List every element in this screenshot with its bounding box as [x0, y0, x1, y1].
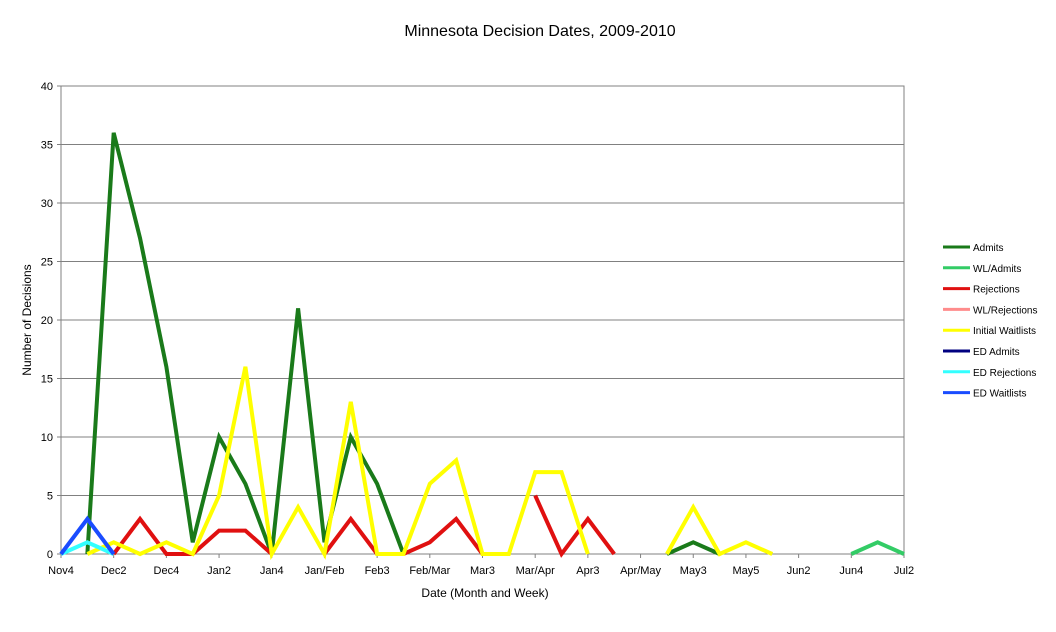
x-tick-label: May3 — [680, 565, 707, 577]
y-tick-label: 5 — [47, 491, 53, 503]
x-tick-label: Jul2 — [894, 565, 914, 577]
y-tick-label: 20 — [41, 315, 53, 327]
y-tick-label: 25 — [41, 257, 53, 269]
chart-title: Minnesota Decision Dates, 2009-2010 — [404, 23, 675, 40]
x-tick-label: Dec4 — [154, 565, 180, 577]
x-tick-label: Feb3 — [365, 565, 390, 577]
y-axis-label: Number of Decisions — [20, 264, 34, 375]
x-tick-label: May5 — [732, 565, 759, 577]
legend-label-ed-admits: ED Admits — [973, 347, 1020, 358]
series-line-initial-waitlists — [86, 366, 774, 561]
x-tick-label: Apr3 — [576, 565, 599, 577]
series-line-admits — [85, 132, 721, 556]
x-tick-label: Dec2 — [101, 565, 127, 577]
series-line-ed-rejections — [60, 540, 115, 556]
x-tick-label: Jun2 — [787, 565, 811, 577]
x-tick-label: Apr/May — [620, 565, 661, 577]
series-line-wl-admits — [850, 540, 905, 556]
x-axis-ticks: Nov4 Dec2 Dec4 Jan2 Jan4 Jan/Feb Feb3 Feb/Mar Ma… — [48, 554, 914, 577]
y-tick-label: 40 — [41, 81, 53, 93]
x-axis-label: Date (Month and Week) — [421, 586, 548, 600]
y-tick-label: 15 — [41, 374, 53, 386]
series-lines — [59, 132, 905, 561]
y-tick-label: 30 — [41, 198, 53, 210]
legend-label-initial-waitlists: Initial Waitlists — [973, 326, 1036, 337]
x-tick-label: Jun4 — [839, 565, 863, 577]
legend-label-wl-admits: WL/Admits — [973, 264, 1021, 275]
x-tick-label: Mar/Apr — [516, 565, 555, 577]
grid — [61, 144, 904, 496]
x-tick-label: Feb/Mar — [409, 565, 450, 577]
series-line-ed-waitlists — [59, 515, 116, 556]
legend-label-admits: Admits — [973, 243, 1004, 254]
y-tick-label: 35 — [41, 140, 53, 152]
y-tick-label: 0 — [47, 549, 53, 561]
legend-label-ed-rejections: ED Rejections — [973, 368, 1036, 379]
legend-label-ed-waitlists: ED Waitlists — [973, 389, 1027, 400]
legend-label-rejections: Rejections — [973, 285, 1020, 296]
x-tick-label: Mar3 — [470, 565, 495, 577]
y-tick-label: 10 — [41, 432, 53, 444]
legend: Admits WL/Admits Rejections WL/Rejections In… — [943, 243, 1037, 400]
legend-label-wl-rejections: WL/Rejections — [973, 305, 1037, 316]
y-axis-ticks: 0 5 10 15 20 25 30 35 40 — [41, 81, 61, 561]
x-tick-label: Jan4 — [260, 565, 284, 577]
x-tick-label: Jan/Feb — [305, 565, 345, 577]
x-tick-label: Nov4 — [48, 565, 74, 577]
x-tick-label: Jan2 — [207, 565, 231, 577]
